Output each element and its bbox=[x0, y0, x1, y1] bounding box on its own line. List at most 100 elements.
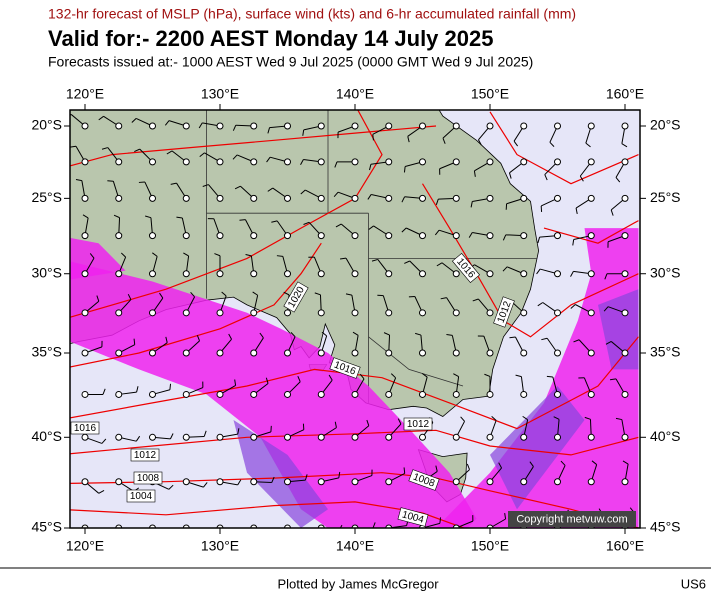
station bbox=[420, 195, 426, 201]
station bbox=[487, 310, 493, 316]
station bbox=[150, 123, 156, 129]
station bbox=[521, 159, 527, 165]
wind-barb-feather bbox=[404, 167, 405, 173]
isobar-label: 1012 bbox=[134, 450, 157, 461]
station bbox=[352, 434, 358, 440]
station bbox=[217, 271, 223, 277]
station bbox=[318, 195, 324, 201]
station bbox=[453, 123, 459, 129]
station bbox=[386, 434, 392, 440]
station bbox=[251, 123, 257, 129]
station bbox=[521, 271, 527, 277]
station bbox=[116, 159, 122, 165]
station bbox=[217, 195, 223, 201]
lat-label: 45°S bbox=[650, 519, 681, 535]
station bbox=[285, 195, 291, 201]
station bbox=[555, 391, 561, 397]
station bbox=[251, 434, 257, 440]
station bbox=[420, 350, 426, 356]
station bbox=[588, 479, 594, 485]
station bbox=[318, 159, 324, 165]
lon-label: 130°E bbox=[201, 86, 239, 102]
station bbox=[487, 159, 493, 165]
wind-barb bbox=[186, 528, 200, 539]
station bbox=[386, 159, 392, 165]
station bbox=[251, 391, 257, 397]
station bbox=[555, 233, 561, 239]
map-title: Valid for:- 2200 AEST Monday 14 July 202… bbox=[48, 26, 493, 51]
station bbox=[521, 123, 527, 129]
station bbox=[82, 391, 88, 397]
wind-barb-feather bbox=[277, 256, 283, 257]
station bbox=[285, 350, 291, 356]
station bbox=[251, 195, 257, 201]
station bbox=[183, 350, 189, 356]
station bbox=[318, 479, 324, 485]
wind-barb-feather bbox=[239, 220, 245, 221]
station bbox=[555, 310, 561, 316]
wind-barb-feather bbox=[270, 531, 274, 535]
station bbox=[217, 159, 223, 165]
station bbox=[82, 233, 88, 239]
station bbox=[386, 391, 392, 397]
station bbox=[116, 123, 122, 129]
station bbox=[116, 195, 122, 201]
station bbox=[82, 434, 88, 440]
station bbox=[386, 479, 392, 485]
station bbox=[352, 159, 358, 165]
station bbox=[420, 310, 426, 316]
station bbox=[285, 271, 291, 277]
station bbox=[150, 233, 156, 239]
station bbox=[622, 271, 628, 277]
station bbox=[318, 391, 324, 397]
station bbox=[183, 310, 189, 316]
station bbox=[183, 195, 189, 201]
station bbox=[386, 195, 392, 201]
wind-barb-feather bbox=[373, 134, 374, 140]
station bbox=[217, 479, 223, 485]
lon-label: 150°E bbox=[471, 538, 509, 554]
issued-text: Forecasts issued at:- 1000 AEST Wed 9 Ju… bbox=[48, 54, 533, 70]
station bbox=[521, 350, 527, 356]
station bbox=[251, 233, 257, 239]
station bbox=[82, 479, 88, 485]
station bbox=[521, 434, 527, 440]
station bbox=[420, 271, 426, 277]
station bbox=[588, 159, 594, 165]
lon-label: 140°E bbox=[336, 86, 374, 102]
station bbox=[285, 159, 291, 165]
station bbox=[285, 123, 291, 129]
station bbox=[622, 159, 628, 165]
lon-label: 120°E bbox=[66, 86, 104, 102]
station bbox=[183, 434, 189, 440]
station bbox=[82, 271, 88, 277]
isobar-label-group: 1004 bbox=[127, 490, 155, 502]
isobar-label-group: 1012 bbox=[131, 449, 159, 461]
lat-label: 40°S bbox=[31, 428, 62, 444]
station bbox=[318, 271, 324, 277]
station bbox=[588, 233, 594, 239]
station bbox=[251, 159, 257, 165]
station bbox=[285, 391, 291, 397]
station bbox=[622, 233, 628, 239]
station bbox=[352, 233, 358, 239]
station bbox=[420, 123, 426, 129]
lat-label: 20°S bbox=[31, 117, 62, 133]
isobar-label-group: 1012 bbox=[404, 418, 432, 430]
station bbox=[318, 350, 324, 356]
station bbox=[555, 195, 561, 201]
station bbox=[487, 271, 493, 277]
station bbox=[116, 479, 122, 485]
station bbox=[453, 271, 459, 277]
station bbox=[150, 195, 156, 201]
station bbox=[453, 434, 459, 440]
station bbox=[453, 350, 459, 356]
lat-label: 40°S bbox=[650, 428, 681, 444]
station bbox=[521, 195, 527, 201]
map-subtitle: 132-hr forecast of MSLP (hPa), surface w… bbox=[48, 6, 576, 22]
station bbox=[588, 391, 594, 397]
station bbox=[487, 195, 493, 201]
station bbox=[521, 479, 527, 485]
station bbox=[150, 391, 156, 397]
lat-label: 30°S bbox=[650, 264, 681, 280]
